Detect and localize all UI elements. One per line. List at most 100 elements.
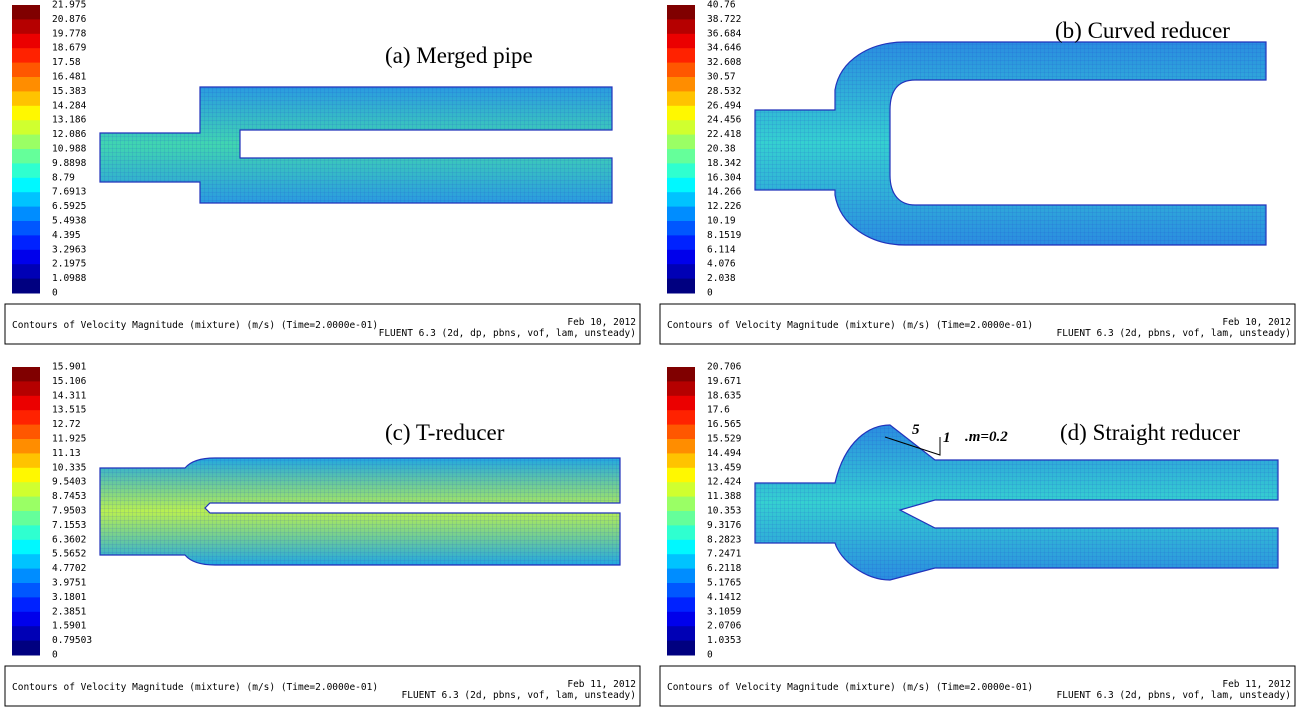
colorbar-label: 2.038 xyxy=(707,273,736,284)
colorbar-block xyxy=(667,381,695,396)
colorbar-block xyxy=(12,63,40,78)
colorbar-block xyxy=(12,511,40,526)
colorbar-block xyxy=(12,583,40,598)
colorbar-label: 7.2471 xyxy=(707,549,742,560)
colorbar-label: 10.353 xyxy=(707,506,741,517)
colorbar-block xyxy=(667,235,695,250)
colorbar-block xyxy=(667,149,695,164)
colorbar-label: 38.722 xyxy=(707,14,741,25)
colorbar-block xyxy=(667,439,695,454)
colorbar-label: 20.38 xyxy=(707,144,736,155)
colorbar-label: 13.515 xyxy=(52,405,86,416)
colorbar-block xyxy=(12,250,40,265)
colorbar-block xyxy=(12,641,40,656)
colorbar-label: 30.57 xyxy=(707,72,736,83)
panel-title: (a) Merged pipe xyxy=(385,43,533,68)
colorbar-block xyxy=(667,5,695,20)
colorbar-label: 28.532 xyxy=(707,86,741,97)
colorbar-label: 9.5403 xyxy=(52,477,86,488)
colorbar-block xyxy=(12,410,40,425)
colorbar-block xyxy=(667,554,695,569)
colorbar-block xyxy=(667,77,695,92)
colorbar-block xyxy=(12,34,40,49)
colorbar-label: 18.679 xyxy=(52,43,87,54)
colorbar-label: 12.226 xyxy=(707,201,742,212)
colorbar-block xyxy=(667,396,695,411)
colorbar-label: 6.3602 xyxy=(52,534,86,545)
colorbar-label: 19.778 xyxy=(52,28,87,39)
colorbar-block xyxy=(12,163,40,178)
colorbar-label: 14.284 xyxy=(52,100,87,111)
colorbar-block xyxy=(12,207,40,222)
colorbar-block xyxy=(12,396,40,411)
colorbar-label: 14.311 xyxy=(52,390,87,401)
pipe-a xyxy=(100,87,612,203)
colorbar-label: 18.635 xyxy=(707,390,741,401)
colorbar-label: 4.076 xyxy=(707,259,736,270)
colorbar-label: 0 xyxy=(707,650,713,661)
colorbar-block xyxy=(667,192,695,207)
colorbar-block xyxy=(12,149,40,164)
colorbar-block xyxy=(12,525,40,540)
colorbar-label: 40.76 xyxy=(707,0,736,11)
colorbar-block xyxy=(667,410,695,425)
colorbar-block xyxy=(12,468,40,483)
annotation-rise: 1 xyxy=(943,430,951,446)
colorbar-block xyxy=(667,221,695,236)
colorbar-label: 12.72 xyxy=(52,419,81,430)
colorbar-block xyxy=(667,540,695,555)
colorbar-label: 22.418 xyxy=(707,129,742,140)
colorbar-label: 17.58 xyxy=(52,57,81,68)
colorbar-block xyxy=(667,207,695,222)
colorbar-label: 15.106 xyxy=(52,376,87,387)
colorbar-block xyxy=(12,192,40,207)
colorbar-block xyxy=(667,120,695,135)
colorbar-block xyxy=(12,626,40,641)
colorbar-label: 8.1519 xyxy=(707,230,742,241)
colorbar-label: 3.1059 xyxy=(707,606,742,617)
colorbar-label: 15.529 xyxy=(707,434,742,445)
colorbar-label: 16.565 xyxy=(707,419,741,430)
colorbar-block xyxy=(667,525,695,540)
colorbar-label: 13.459 xyxy=(707,462,742,473)
colorbar-label: 2.0706 xyxy=(707,621,742,632)
colorbar-label: 10.19 xyxy=(707,216,736,227)
colorbar-label: 11.925 xyxy=(52,434,86,445)
colorbar-block xyxy=(667,511,695,526)
colorbar-label: 3.1801 xyxy=(52,592,87,603)
pipe-c xyxy=(100,458,620,565)
colorbar-label: 24.456 xyxy=(707,115,742,126)
annotation-slope: .m=0.2 xyxy=(965,429,1008,445)
colorbar-label: 13.186 xyxy=(52,115,87,126)
colorbar-label: 3.9751 xyxy=(52,578,87,589)
footer-solver: FLUENT 6.3 (2d, pbns, vof, lam, unsteady… xyxy=(402,690,637,701)
footer-date: Feb 10, 2012 xyxy=(1222,317,1291,328)
colorbar-label: 34.646 xyxy=(707,43,742,54)
colorbar-label: 16.481 xyxy=(52,72,87,83)
colorbar-label: 7.9503 xyxy=(52,506,86,517)
colorbar-label: 9.8898 xyxy=(52,158,87,169)
colorbar-block xyxy=(667,569,695,584)
colorbar-block xyxy=(667,497,695,512)
colorbar-label: 14.494 xyxy=(707,448,742,459)
colorbar-block xyxy=(12,135,40,150)
colorbar-label: 1.5901 xyxy=(52,621,87,632)
colorbar-block xyxy=(12,482,40,497)
colorbar-label: 0 xyxy=(52,288,58,299)
colorbar-label: 18.342 xyxy=(707,158,741,169)
colorbar-block xyxy=(12,19,40,34)
colorbar-block xyxy=(12,221,40,236)
colorbar-block xyxy=(12,597,40,612)
footer-solver: FLUENT 6.3 (2d, dp, pbns, vof, lam, unst… xyxy=(379,328,636,339)
colorbar-block xyxy=(12,540,40,555)
colorbar-block xyxy=(12,453,40,468)
footer-solver: FLUENT 6.3 (2d, pbns, vof, lam, unsteady… xyxy=(1057,328,1292,339)
colorbar-block xyxy=(667,425,695,440)
colorbar-block xyxy=(667,453,695,468)
colorbar-label: 2.3851 xyxy=(52,606,87,617)
colorbar-block xyxy=(12,48,40,63)
colorbar-label: 11.13 xyxy=(52,448,81,459)
colorbar-block xyxy=(667,468,695,483)
colorbar-label: 7.1553 xyxy=(52,520,86,531)
colorbar-block xyxy=(12,425,40,440)
